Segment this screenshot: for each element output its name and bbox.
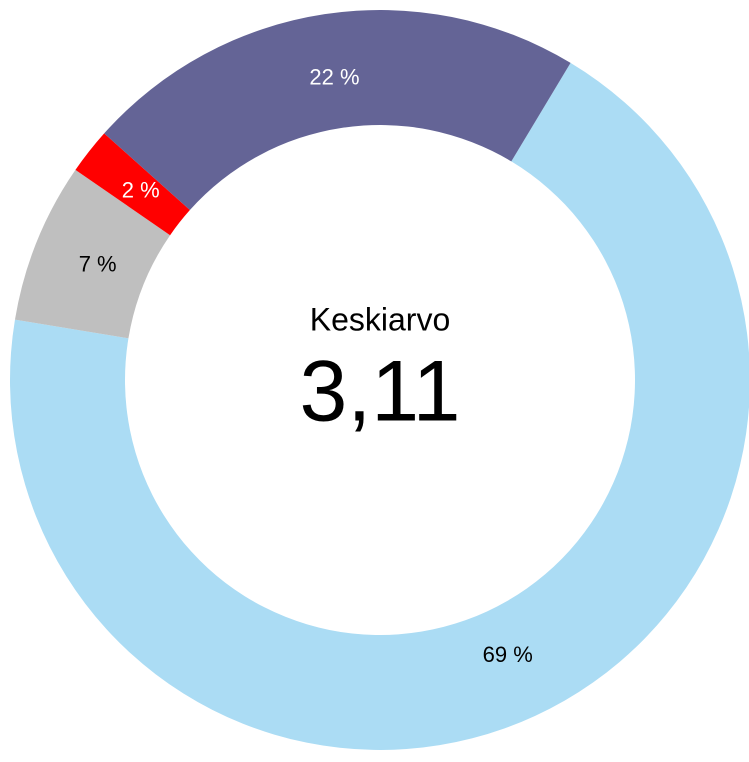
data-label: 69 % bbox=[483, 642, 533, 667]
center-title: Keskiarvo bbox=[310, 301, 451, 337]
center-value: 3,11 bbox=[300, 344, 461, 440]
donut-segment bbox=[10, 62, 749, 750]
data-label: 2 % bbox=[122, 178, 160, 203]
data-label: 22 % bbox=[309, 65, 359, 90]
donut-segment bbox=[104, 9, 571, 211]
donut-segment bbox=[14, 169, 171, 339]
donut-segment bbox=[75, 133, 190, 236]
data-label: 7 % bbox=[79, 252, 117, 277]
